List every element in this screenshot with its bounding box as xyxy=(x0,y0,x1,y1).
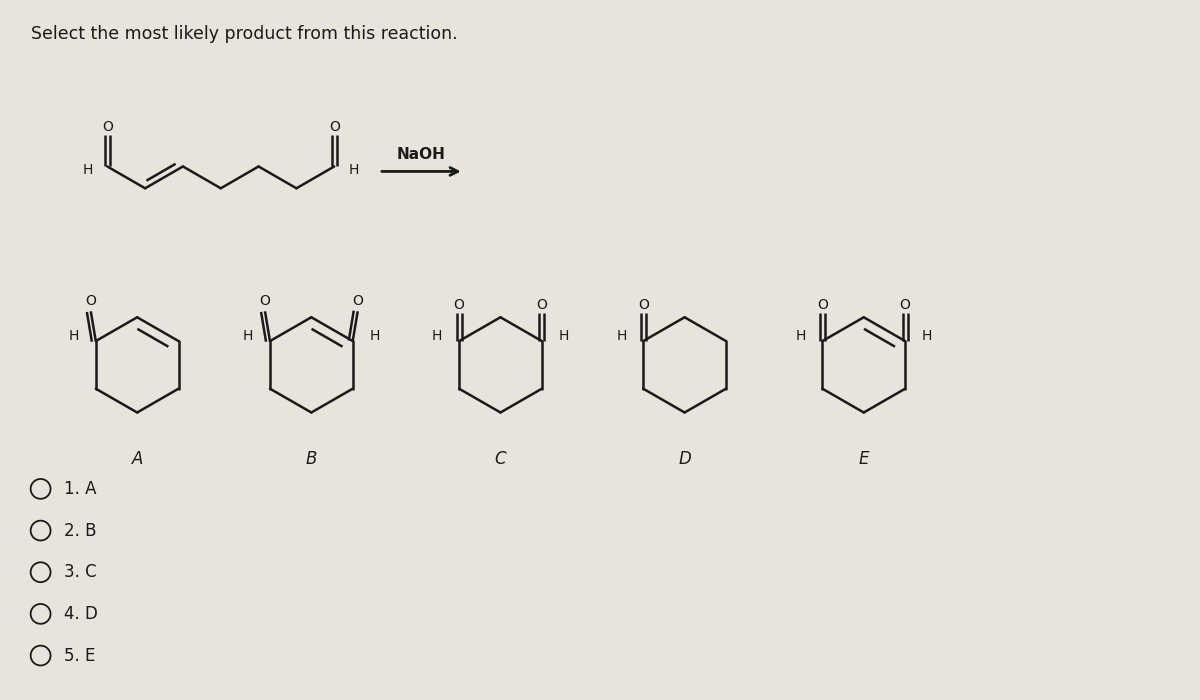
Text: O: O xyxy=(536,298,547,312)
Text: C: C xyxy=(494,450,506,468)
Text: 1. A: 1. A xyxy=(65,480,97,498)
Text: O: O xyxy=(900,298,911,312)
Text: H: H xyxy=(922,329,932,343)
Text: O: O xyxy=(102,120,113,134)
Text: O: O xyxy=(817,298,828,312)
Text: 2. B: 2. B xyxy=(65,522,97,540)
Text: A: A xyxy=(132,450,143,468)
Text: O: O xyxy=(329,120,340,134)
Text: O: O xyxy=(637,298,649,312)
Text: H: H xyxy=(242,329,253,343)
Text: H: H xyxy=(370,329,380,343)
Text: 5. E: 5. E xyxy=(65,647,96,664)
Text: D: D xyxy=(678,450,691,468)
Text: O: O xyxy=(85,294,96,308)
Text: H: H xyxy=(349,163,359,177)
Text: H: H xyxy=(796,329,805,343)
Text: Select the most likely product from this reaction.: Select the most likely product from this… xyxy=(31,25,457,43)
Text: O: O xyxy=(353,294,364,308)
Text: H: H xyxy=(82,163,92,177)
Text: E: E xyxy=(858,450,869,468)
Text: H: H xyxy=(68,329,79,343)
Text: H: H xyxy=(616,329,626,343)
Text: H: H xyxy=(558,329,569,343)
Text: O: O xyxy=(259,294,270,308)
Text: 3. C: 3. C xyxy=(65,564,97,581)
Text: B: B xyxy=(306,450,317,468)
Text: O: O xyxy=(454,298,464,312)
Text: NaOH: NaOH xyxy=(397,146,445,162)
Text: H: H xyxy=(432,329,443,343)
Text: 4. D: 4. D xyxy=(65,605,98,623)
